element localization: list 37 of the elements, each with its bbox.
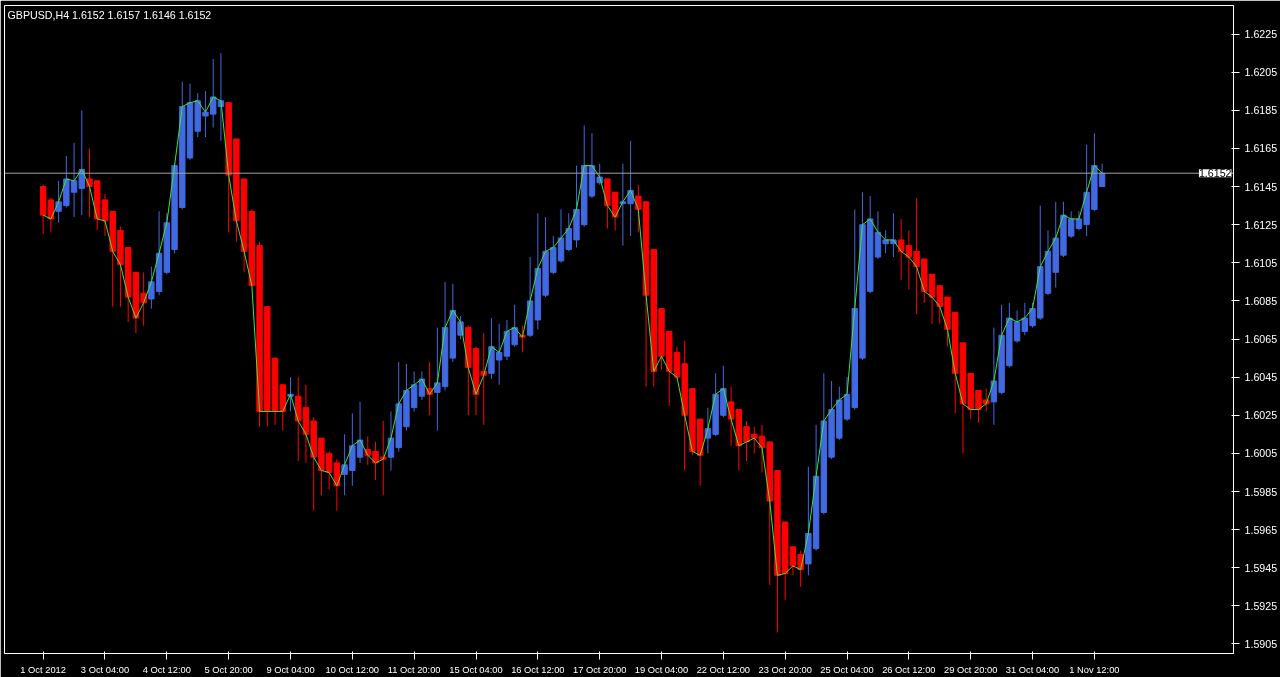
x-tick-label: 31 Oct 04:00	[1005, 664, 1060, 675]
x-tick-label: 26 Oct 12:00	[882, 664, 936, 675]
y-tick-label: 1.6185	[1244, 104, 1278, 117]
x-tick-label: 5 Oct 20:00	[204, 664, 253, 675]
x-tick-label: 19 Oct 04:00	[634, 664, 689, 675]
x-tick-label: 1 Nov 12:00	[1069, 664, 1120, 675]
y-tick-label: 1.5965	[1244, 523, 1278, 536]
x-tick-label: 29 Oct 20:00	[943, 664, 998, 675]
y-tick-label: 1.6205	[1244, 66, 1278, 79]
x-tick-label: 22 Oct 12:00	[696, 664, 751, 675]
ref-line-label: 1.6152	[1198, 167, 1232, 180]
annotation: GBPUSD,H4 1.6152 1.6157 1.6146 1.6152	[7, 8, 212, 21]
y-tick-label: 1.6045	[1244, 371, 1278, 384]
x-tick-label: 4 Oct 12:00	[142, 664, 191, 675]
x-tick-label: 11 Oct 20:00	[387, 664, 441, 675]
x-tick-label: 25 Oct 04:00	[820, 664, 874, 675]
x-tick-label: 17 Oct 20:00	[572, 664, 627, 675]
y-tick-label: 1.5985	[1244, 485, 1278, 498]
x-tick-label: 3 Oct 04:00	[80, 664, 130, 675]
y-tick-label: 1.5905	[1244, 637, 1278, 650]
x-tick-label: 23 Oct 20:00	[758, 664, 812, 675]
x-tick-label: 9 Oct 04:00	[266, 664, 315, 675]
y-tick-label: 1.6125	[1244, 218, 1278, 231]
y-tick-label: 1.6145	[1244, 180, 1278, 193]
y-tick-label: 1.5945	[1244, 561, 1278, 574]
y-tick-label: 1.5925	[1244, 599, 1278, 612]
y-tick-label: 1.6085	[1244, 294, 1278, 307]
y-tick-label: 1.6105	[1244, 256, 1278, 269]
x-tick-label: 15 Oct 04:00	[449, 664, 503, 675]
y-tick-label: 1.6165	[1244, 142, 1278, 155]
x-tick-label: 16 Oct 12:00	[511, 664, 565, 675]
x-tick-label: 10 Oct 12:00	[325, 664, 380, 675]
y-tick-label: 1.6005	[1244, 447, 1278, 460]
x-tick-label: 1 Oct 2012	[20, 664, 66, 675]
y-tick-label: 1.6225	[1244, 28, 1278, 41]
y-tick-label: 1.6025	[1244, 409, 1278, 422]
y-tick-label: 1.6065	[1244, 333, 1278, 346]
